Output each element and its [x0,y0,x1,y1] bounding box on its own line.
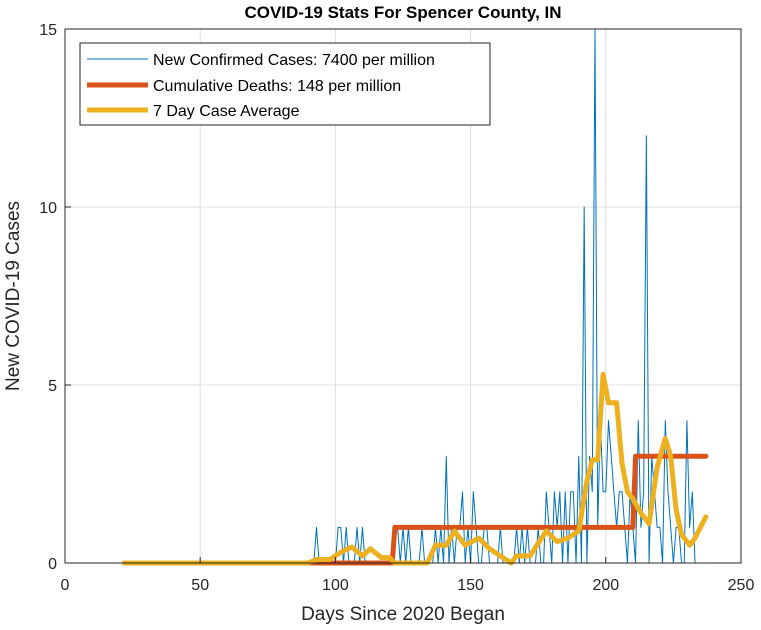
plot-frame [64,28,742,564]
axis-ticks: 0 50 100 150 200 250 0 5 10 15 [39,22,754,594]
y-axis-label: New COVID-19 Cases [3,201,24,391]
y-tick-label: 5 [48,378,57,395]
y-tick-label: 15 [39,22,57,39]
y-tick-label: 10 [39,200,57,217]
x-tick-label: 250 [728,577,755,594]
legend: New Confirmed Cases: 7400 per million Cu… [79,42,491,126]
chart-title: COVID-19 Stats For Spencer County, IN [244,3,561,22]
x-tick-label: 150 [457,577,484,594]
x-tick-label: 100 [322,577,349,594]
legend-label-new-cases: New Confirmed Cases: 7400 per million [153,52,435,69]
legend-box [79,42,491,126]
legend-label-deaths: Cumulative Deaths: 148 per million [153,78,401,95]
x-tick-label: 50 [191,577,209,594]
y-tick-label: 0 [48,556,57,573]
legend-label-average: 7 Day Case Average [153,103,300,120]
x-tick-label: 0 [61,577,70,594]
x-tick-label: 200 [592,577,619,594]
series-average-line [121,371,709,566]
x-axis-label: Days Since 2020 Began [301,604,505,625]
